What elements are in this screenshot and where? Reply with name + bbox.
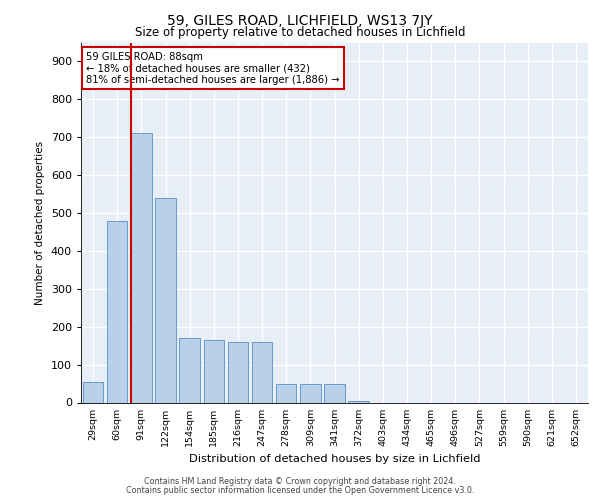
Text: 59 GILES ROAD: 88sqm
← 18% of detached houses are smaller (432)
81% of semi-deta: 59 GILES ROAD: 88sqm ← 18% of detached h… — [86, 52, 340, 84]
Text: Contains HM Land Registry data © Crown copyright and database right 2024.: Contains HM Land Registry data © Crown c… — [144, 477, 456, 486]
Bar — [276, 384, 296, 402]
Bar — [179, 338, 200, 402]
Bar — [300, 384, 320, 402]
Text: 59, GILES ROAD, LICHFIELD, WS13 7JY: 59, GILES ROAD, LICHFIELD, WS13 7JY — [167, 14, 433, 28]
Bar — [107, 220, 127, 402]
Text: Size of property relative to detached houses in Lichfield: Size of property relative to detached ho… — [135, 26, 465, 39]
Bar — [324, 384, 345, 402]
X-axis label: Distribution of detached houses by size in Lichfield: Distribution of detached houses by size … — [189, 454, 480, 464]
Y-axis label: Number of detached properties: Number of detached properties — [35, 140, 45, 304]
Bar — [252, 342, 272, 402]
Bar — [349, 400, 369, 402]
Text: Contains public sector information licensed under the Open Government Licence v3: Contains public sector information licen… — [126, 486, 474, 495]
Bar — [155, 198, 176, 402]
Bar — [83, 382, 103, 402]
Bar — [227, 342, 248, 402]
Bar — [131, 134, 152, 402]
Bar — [203, 340, 224, 402]
